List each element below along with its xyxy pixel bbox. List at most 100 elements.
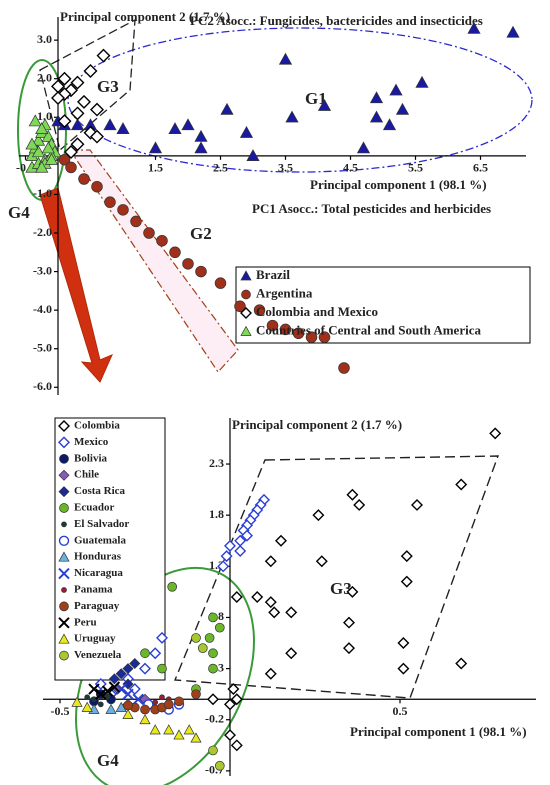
point xyxy=(149,724,161,735)
annotation: G2 xyxy=(190,224,212,243)
point xyxy=(182,258,194,270)
legend-marker xyxy=(58,436,70,449)
legend-label: El Salvador xyxy=(74,518,129,530)
legend-label: Argentina xyxy=(256,285,313,300)
point xyxy=(467,21,481,34)
legend-marker xyxy=(61,521,67,528)
y-tick-label: -1.0 xyxy=(33,186,52,200)
legend-label: Guatemala xyxy=(74,534,126,546)
legend-label: Uruguay xyxy=(74,633,116,645)
legend-label: Paraguay xyxy=(74,600,120,612)
point xyxy=(51,79,65,94)
y-tick-label: 1.8 xyxy=(209,507,224,521)
point xyxy=(214,622,225,633)
point xyxy=(64,145,78,159)
point xyxy=(103,118,117,131)
point xyxy=(195,265,207,278)
legend-label: Costa Rica xyxy=(74,485,126,497)
point xyxy=(91,180,103,193)
point xyxy=(415,75,429,88)
point xyxy=(204,633,215,643)
point xyxy=(168,122,182,135)
y-tick-label: 3.0 xyxy=(37,32,52,46)
legend-label: Venezuela xyxy=(74,649,122,661)
legend-label: Honduras xyxy=(74,551,122,563)
point xyxy=(246,149,260,162)
point xyxy=(251,591,264,603)
annotation: G1 xyxy=(305,89,327,108)
y-tick-label: -3.0 xyxy=(33,263,52,277)
point xyxy=(169,246,181,259)
point xyxy=(90,102,104,117)
point xyxy=(191,633,201,643)
g1-outline xyxy=(67,27,533,173)
g3-outline xyxy=(39,18,136,152)
legend-marker xyxy=(58,617,70,629)
legend-label: Panama xyxy=(74,584,113,596)
point xyxy=(346,488,359,501)
legend-marker xyxy=(58,420,70,432)
point xyxy=(70,106,85,121)
point xyxy=(190,732,202,743)
legend-label: Ecuador xyxy=(74,502,114,514)
point xyxy=(338,362,350,374)
point xyxy=(115,668,127,680)
legend-label: Nicaragua xyxy=(74,567,123,579)
point xyxy=(83,64,98,78)
point xyxy=(455,657,468,670)
legend-label: Chile xyxy=(74,469,99,481)
point xyxy=(217,560,230,573)
point xyxy=(163,699,174,710)
point xyxy=(194,129,208,142)
point xyxy=(51,91,65,105)
point xyxy=(181,118,195,131)
point xyxy=(128,683,141,696)
point xyxy=(157,663,167,674)
point xyxy=(152,699,159,706)
point xyxy=(234,544,247,557)
point xyxy=(241,529,253,542)
point xyxy=(90,129,104,144)
point xyxy=(122,688,134,700)
point xyxy=(395,102,410,115)
point xyxy=(227,683,240,696)
point xyxy=(268,606,281,619)
point xyxy=(31,145,46,158)
point xyxy=(506,25,520,38)
x-tick-label: 4.5 xyxy=(343,161,358,175)
point xyxy=(230,739,243,752)
point xyxy=(489,427,502,440)
point xyxy=(369,91,384,104)
point xyxy=(58,153,71,166)
point xyxy=(71,696,83,707)
point xyxy=(191,689,201,700)
point xyxy=(264,555,277,568)
point xyxy=(278,52,293,65)
x-tick-label: 3.5 xyxy=(278,161,293,175)
point xyxy=(397,662,410,675)
point xyxy=(156,234,168,247)
legend-marker xyxy=(59,453,69,464)
point xyxy=(70,75,85,90)
point xyxy=(214,760,225,771)
y-tick-label: 2.0 xyxy=(37,70,52,84)
legend-label: Mexico xyxy=(74,436,109,448)
point xyxy=(116,122,130,135)
point xyxy=(194,141,208,154)
point xyxy=(317,98,332,111)
point xyxy=(389,83,403,96)
point xyxy=(78,173,90,185)
point xyxy=(130,215,142,228)
point xyxy=(122,663,134,675)
y-tick-label: -2.0 xyxy=(33,225,52,239)
point xyxy=(129,657,141,669)
point xyxy=(279,323,292,336)
point xyxy=(369,110,384,123)
point xyxy=(400,575,413,588)
point xyxy=(140,648,150,659)
point xyxy=(101,685,114,697)
point xyxy=(312,509,325,522)
point xyxy=(96,48,111,63)
legend-marker xyxy=(240,307,252,319)
